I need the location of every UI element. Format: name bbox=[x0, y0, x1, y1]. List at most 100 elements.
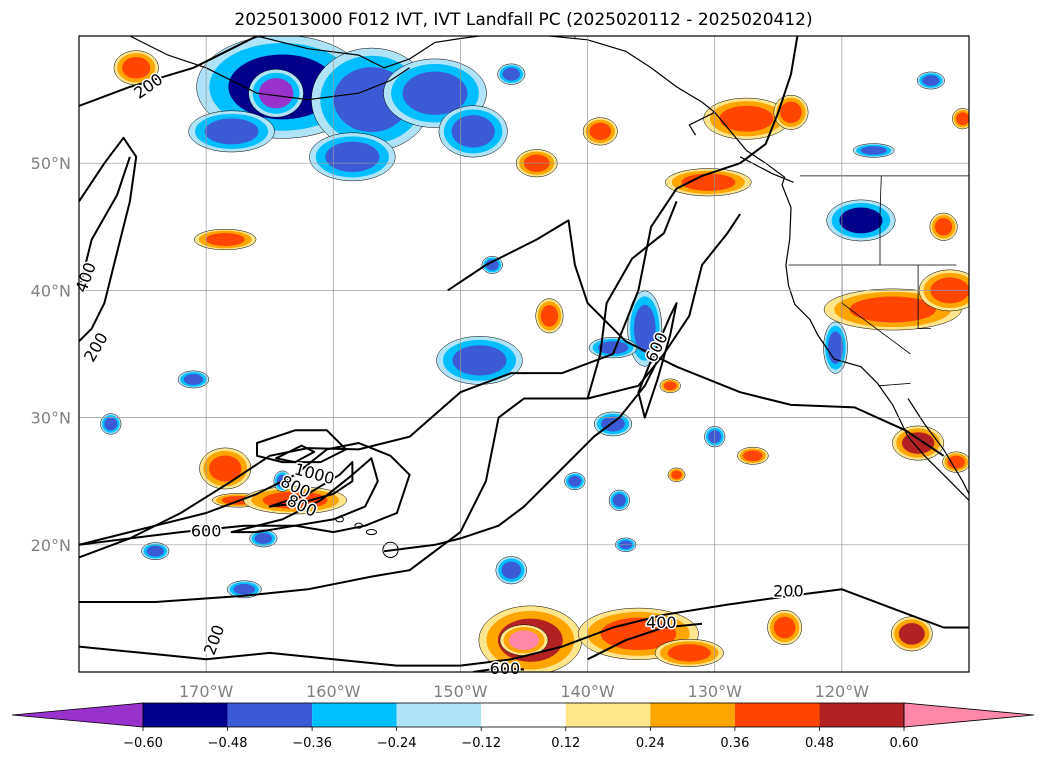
state-border bbox=[878, 382, 911, 387]
contour-1000 bbox=[268, 461, 354, 508]
shaded-region bbox=[402, 71, 468, 115]
lon-tick-label: 150°W bbox=[433, 682, 488, 701]
shaded-region bbox=[780, 101, 802, 124]
shaded-region bbox=[233, 583, 256, 595]
shaded-region bbox=[258, 78, 294, 109]
contour-400 bbox=[587, 622, 703, 661]
contour-600 bbox=[472, 667, 525, 672]
shaded-region bbox=[681, 173, 736, 191]
colorbar-tick-label: −0.48 bbox=[208, 736, 248, 751]
contour-label: 400 bbox=[72, 260, 100, 295]
contour-1000 bbox=[275, 444, 316, 464]
shaded-region bbox=[254, 533, 273, 544]
shaded-region bbox=[451, 115, 495, 148]
contour-800 bbox=[256, 429, 347, 464]
colorbar-tick-label: −0.60 bbox=[123, 736, 163, 751]
shaded-region bbox=[947, 455, 965, 469]
colorbar-segment bbox=[143, 703, 228, 727]
colorbar-segment bbox=[734, 703, 820, 727]
shaded-region bbox=[922, 75, 940, 86]
shaded-region bbox=[589, 122, 612, 141]
colorbar-segment bbox=[819, 703, 904, 727]
colorbar-tick-label: −0.36 bbox=[292, 736, 332, 751]
island-outline bbox=[365, 529, 378, 536]
colorbar-tick-label: 0.24 bbox=[636, 736, 665, 751]
shaded-region bbox=[743, 450, 763, 462]
contour-label: 200 bbox=[773, 581, 804, 600]
lon-tick-label: 140°W bbox=[560, 682, 615, 701]
colorbar-tick-label: 0.36 bbox=[720, 736, 749, 751]
colorbar-segment bbox=[481, 703, 566, 727]
shaded-region bbox=[956, 112, 969, 126]
shaded-region bbox=[839, 207, 883, 234]
contour-600 bbox=[79, 442, 411, 546]
lat-tick-label: 50°N bbox=[31, 154, 71, 173]
state-border bbox=[879, 175, 882, 265]
shaded-region bbox=[183, 374, 204, 385]
shaded-region bbox=[773, 616, 796, 639]
shaded-region bbox=[568, 475, 582, 487]
shaded-region bbox=[667, 644, 711, 662]
colorbar-extend-high bbox=[903, 702, 1035, 728]
coastline bbox=[129, 36, 410, 101]
shaded-region bbox=[501, 561, 522, 579]
shaded-region bbox=[325, 141, 380, 172]
shaded-region bbox=[104, 417, 118, 431]
contour-800 bbox=[230, 457, 379, 534]
shaded-region bbox=[146, 545, 164, 557]
contour-label: 400 bbox=[646, 613, 677, 632]
colorbar-tick-label: 0.60 bbox=[890, 736, 919, 751]
shaded-region bbox=[485, 259, 499, 271]
lat-tick-label: 20°N bbox=[31, 536, 71, 555]
chart-title: 2025013000 F012 IVT, IVT Landfall PC (20… bbox=[234, 10, 813, 30]
lon-tick-label: 120°W bbox=[815, 682, 870, 701]
colorbar: −0.60 −0.48 −0.36 −0.24 −0.12 0.12 0.24 0.36 0.4… bbox=[11, 702, 1035, 751]
colorbar-extend-low bbox=[11, 702, 144, 728]
colorbar-segment bbox=[565, 703, 651, 727]
contour-400 bbox=[383, 359, 659, 553]
lon-tick-label: 160°W bbox=[306, 682, 361, 701]
contour-200 bbox=[79, 213, 741, 603]
shaded-region bbox=[663, 381, 677, 391]
contour-label: 600 bbox=[490, 659, 521, 678]
colorbar-segment bbox=[227, 703, 313, 727]
contour-400 bbox=[79, 156, 131, 291]
shaded-region bbox=[209, 455, 242, 482]
shaded-region bbox=[719, 105, 774, 132]
shaded-region bbox=[901, 432, 935, 454]
shaded-region bbox=[934, 218, 953, 236]
shaded-region bbox=[633, 304, 656, 353]
colorbar-tick-label: −0.24 bbox=[377, 736, 417, 751]
shaded-region bbox=[597, 341, 629, 355]
contour-200 bbox=[79, 36, 258, 107]
lon-tick-label: 130°W bbox=[688, 682, 743, 701]
contour-200 bbox=[586, 201, 678, 399]
contour-200 bbox=[79, 36, 799, 559]
lon-tick-label: 170°W bbox=[179, 682, 234, 701]
shaded-region bbox=[502, 67, 520, 81]
shaded-region bbox=[122, 56, 151, 79]
shaded-region bbox=[860, 146, 887, 155]
coastline bbox=[907, 398, 969, 496]
lat-tick-label: 30°N bbox=[31, 409, 71, 428]
map-gridlines bbox=[79, 36, 969, 672]
shaded-region bbox=[849, 296, 936, 323]
shaded-region bbox=[612, 493, 626, 507]
lat-tick-label: 40°N bbox=[31, 281, 71, 300]
colorbar-tick-label: 0.48 bbox=[805, 736, 834, 751]
colorbar-segment bbox=[650, 703, 735, 727]
contour-200 bbox=[79, 588, 969, 667]
shaded-region bbox=[508, 630, 540, 650]
ivt-contours bbox=[79, 36, 969, 672]
shaded-region bbox=[452, 345, 507, 376]
shaded-region bbox=[540, 305, 559, 327]
contour-600 bbox=[637, 302, 678, 419]
shaded-region bbox=[204, 118, 259, 145]
shaded-region bbox=[205, 233, 245, 247]
colorbar-tick-label: −0.12 bbox=[461, 736, 501, 751]
coastline bbox=[739, 156, 794, 183]
contour-label: 200 bbox=[200, 622, 228, 657]
state-border bbox=[917, 265, 931, 329]
shaded-region bbox=[898, 623, 925, 645]
